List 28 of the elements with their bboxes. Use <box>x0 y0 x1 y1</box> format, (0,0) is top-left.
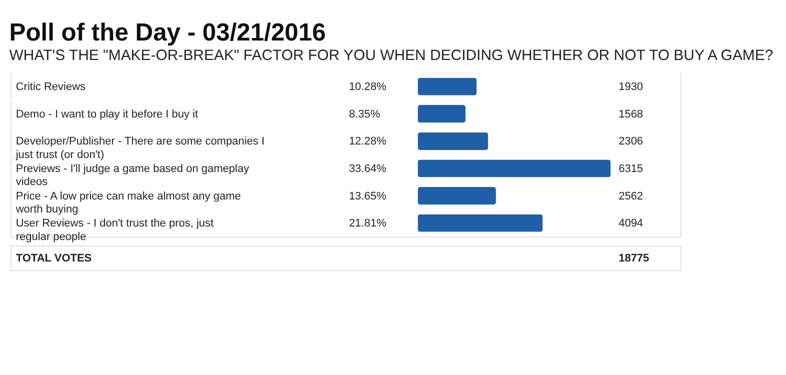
text: Poll of the Day - 03/21/2016 <box>9 20 326 47</box>
bar <box>418 132 488 150</box>
y-tick-label: User Reviews - I don't trust the pros, just regular people <box>16 218 214 243</box>
bar <box>418 78 477 96</box>
data-label: 1930 <box>618 81 644 94</box>
bar <box>418 105 466 123</box>
text: 13.65% <box>348 190 386 202</box>
bar <box>418 186 496 205</box>
bar <box>418 214 543 232</box>
y-tick-label: Developer/Publisher - There are some companies I just trust (or don't) <box>14 136 264 161</box>
text: TOTAL VOTES <box>16 252 92 264</box>
data-label: 2562 <box>618 190 644 202</box>
data-label: 1568 <box>618 108 644 120</box>
text: 10.28% <box>348 81 386 94</box>
y-tick-label: Critic Reviews <box>16 81 86 94</box>
data-label: 4094 <box>618 218 644 230</box>
chart-subtitle: WHAT'S THE "MAKE-OR-BREAK" FACTOR FOR YOU WHEN DECIDING WHETHER OR NOT TO BUY A GAME? <box>9 47 774 64</box>
y-tick-label: Demo - I want to play it before I buy it <box>16 108 198 120</box>
text: 21.81% <box>348 218 386 230</box>
data-label: 2306 <box>618 136 644 148</box>
text: 18775 <box>618 252 650 264</box>
y-tick-label: Price - A low price can make almost any game worth buying <box>14 190 241 216</box>
data-label: 6315 <box>618 162 644 175</box>
bar <box>418 160 611 178</box>
y-tick-label: Previews - I'll judge a game based on gameplay videos <box>16 162 250 188</box>
text: 8.35% <box>348 108 380 120</box>
text: 33.64% <box>348 162 386 175</box>
text: 12.28% <box>348 136 386 148</box>
